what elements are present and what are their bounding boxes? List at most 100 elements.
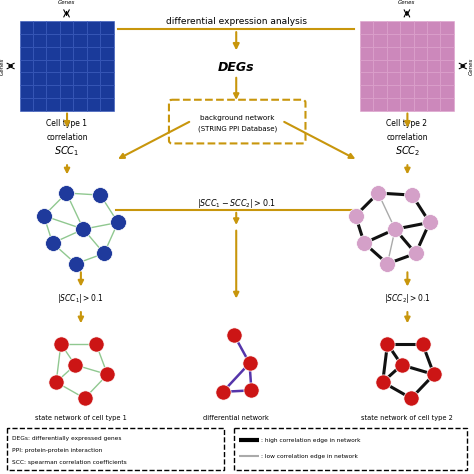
Point [40,212,47,219]
Bar [387,21,400,34]
Bar [427,34,440,47]
Bar [33,21,46,34]
Bar [100,34,114,47]
Point [114,219,122,226]
Point [72,260,80,267]
Text: DEGs: DEGs [218,61,255,74]
Bar [414,73,427,85]
Text: SCC: spearman correlation coefficients: SCC: spearman correlation coefficients [12,460,127,465]
Point [53,378,60,386]
Text: background network: background network [200,115,274,121]
Bar [73,85,87,98]
Text: $|SCC_1 - SCC_2| > 0.1$: $|SCC_1 - SCC_2| > 0.1$ [197,197,276,210]
Bar [87,21,100,34]
Text: Cell type 1: Cell type 1 [46,118,87,128]
Bar [360,47,374,60]
Bar [440,85,454,98]
Bar [87,85,100,98]
Bar [19,21,33,34]
Bar [46,85,60,98]
Bar [360,73,374,85]
Point [430,371,438,378]
Bar [414,98,427,110]
Text: correlation: correlation [387,133,428,142]
Bar [387,73,400,85]
Bar [19,60,33,73]
Point [360,239,368,247]
Bar [60,21,73,34]
Bar [427,60,440,73]
Bar [360,98,374,110]
Point [392,225,399,233]
Bar [60,47,73,60]
Bar [46,21,60,34]
Bar [73,34,87,47]
Point [104,371,111,378]
Text: DEGs: differentially expressed genes: DEGs: differentially expressed genes [12,436,121,441]
Bar [427,47,440,60]
Point [408,191,416,199]
Bar [427,21,440,34]
Bar [400,98,414,110]
Bar [100,98,114,110]
Bar [19,73,33,85]
Bar [60,73,73,85]
Bar [87,34,100,47]
Bar [73,47,87,60]
Point [92,340,100,348]
Text: (STRING PPI Database): (STRING PPI Database) [198,126,277,132]
Point [352,212,359,219]
Bar [400,47,414,60]
Bar [427,73,440,85]
Text: $|SCC_1| > 0.1$: $|SCC_1| > 0.1$ [57,292,104,305]
Bar [33,85,46,98]
Point [97,191,104,199]
Bar [414,21,427,34]
Bar [100,60,114,73]
Bar [73,98,87,110]
Bar [46,73,60,85]
Point [408,394,415,402]
Bar [440,73,454,85]
Bar [87,73,100,85]
Point [219,388,227,396]
Bar [60,85,73,98]
Bar [440,34,454,47]
Bar [100,21,114,34]
Text: differential expression analysis: differential expression analysis [166,18,307,27]
Bar [440,47,454,60]
Text: state network of cell type 2: state network of cell type 2 [362,415,453,421]
Bar [19,85,33,98]
Point [398,361,405,369]
Text: differential network: differential network [203,415,269,421]
Bar [33,98,46,110]
Bar [87,47,100,60]
Point [383,340,391,348]
Bar [33,34,46,47]
Text: Genes: Genes [0,57,5,75]
Text: $SCC_2$: $SCC_2$ [395,145,420,158]
Bar [33,73,46,85]
Text: Genes: Genes [58,0,75,5]
Point [80,225,87,233]
Point [426,219,433,226]
Point [49,239,56,247]
Text: $SCC_1$: $SCC_1$ [55,145,80,158]
Bar [87,60,100,73]
Bar [19,98,33,110]
Bar [60,60,73,73]
Bar [427,85,440,98]
Bar [46,34,60,47]
Bar [33,60,46,73]
Bar [33,47,46,60]
Text: Cell type 2: Cell type 2 [386,118,428,128]
Bar [387,47,400,60]
Point [412,250,419,257]
Bar [46,98,60,110]
Bar [374,47,387,60]
Bar [440,98,454,110]
Point [383,260,391,267]
Point [63,189,70,197]
Bar [387,34,400,47]
Bar [374,34,387,47]
